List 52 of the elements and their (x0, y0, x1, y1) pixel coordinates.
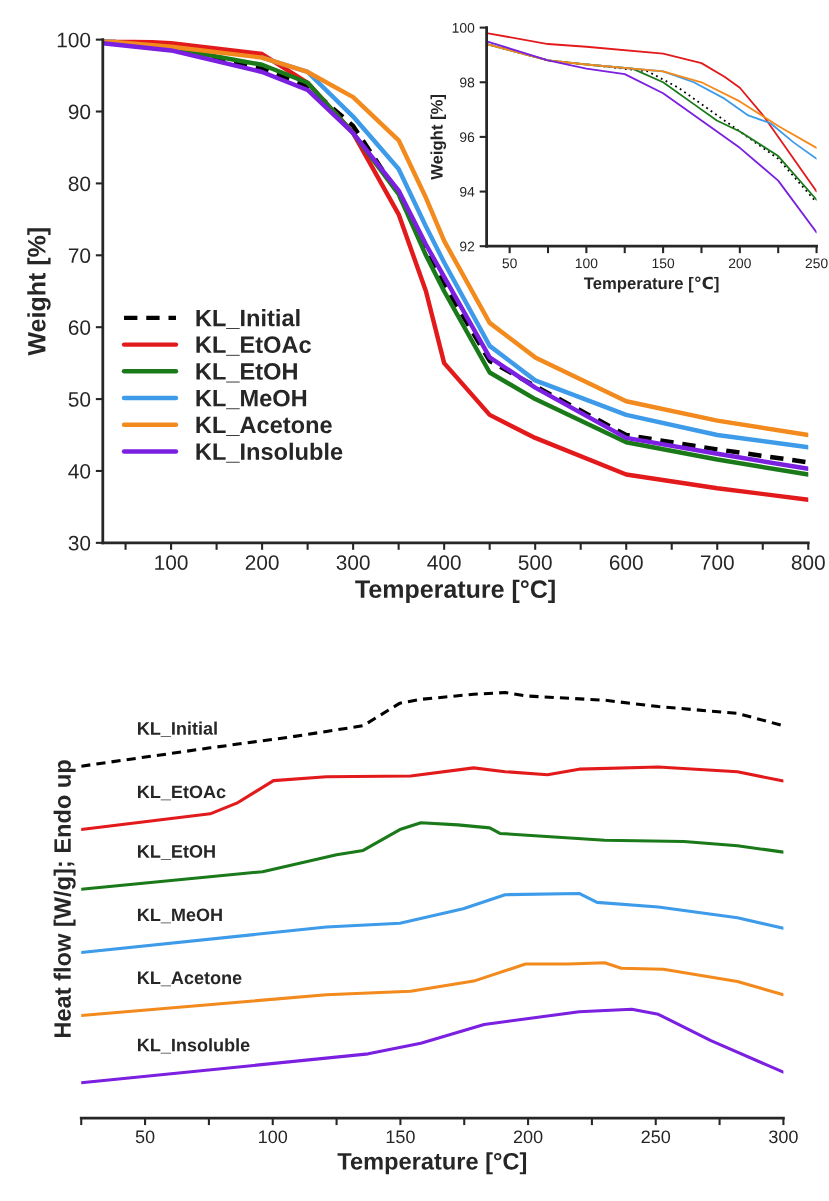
x-tick-label: 200 (513, 1130, 543, 1144)
x-tick-label: 250 (641, 1130, 671, 1144)
y-tick-label: 40 (68, 463, 91, 479)
x-tick-label: 50 (135, 1130, 155, 1144)
line-series (486, 43, 817, 149)
x-tick-label: 300 (336, 555, 370, 570)
x-axis-title: Temperature [℃] (583, 276, 719, 293)
line-series (486, 40, 817, 234)
x-tick-label: 600 (609, 555, 643, 570)
x-tick-label: 700 (700, 555, 734, 570)
series-label: KL_MeOH (138, 908, 222, 924)
y-tick-label: 100 (452, 22, 475, 33)
y-axis-title: Heat flow [W/g]; Endo up (53, 760, 76, 1038)
x-tick-label: 200 (245, 555, 279, 570)
series-label: KL_Acetone (138, 971, 242, 987)
y-tick-label: 98 (460, 77, 475, 88)
legend-label: KL_Acetone (196, 416, 332, 436)
y-tick-label: 70 (68, 248, 91, 264)
x-tick-label: 100 (259, 1130, 288, 1144)
x-axis-title: Temperature [°C] (355, 579, 555, 603)
y-axis-title: Weight [%] (430, 94, 447, 180)
x-tick-label: 100 (575, 258, 598, 269)
y-tick-label: 92 (460, 241, 475, 252)
series-label: KL_Insoluble (138, 1038, 250, 1054)
series-label: KL_EtOH (138, 845, 215, 860)
y-tick-label: 50 (68, 392, 91, 407)
x-tick-label: 400 (427, 555, 461, 570)
legend-label: KL_Insoluble (196, 442, 343, 463)
series-label: KL_Initial (138, 721, 217, 737)
y-tick-label: 90 (68, 104, 91, 120)
legend-label: KL_EtOAc (196, 336, 311, 356)
y-tick-label: 96 (460, 132, 475, 143)
x-tick-label: 50 (502, 258, 517, 269)
x-tick-label: 150 (386, 1130, 415, 1144)
x-tick-label: 250 (805, 258, 828, 269)
y-tick-label: 30 (68, 535, 91, 551)
x-tick-label: 150 (652, 258, 675, 269)
y-tick-label: 80 (68, 176, 91, 192)
y-tick-label: 100 (57, 32, 91, 48)
x-tick-label: 800 (791, 555, 825, 570)
y-tick-label: 60 (68, 320, 91, 335)
legend-label: KL_Initial (196, 309, 300, 330)
x-tick-label: 200 (728, 258, 751, 269)
x-tick-label: 500 (518, 555, 552, 570)
series-label: KL_EtOAc (138, 785, 226, 801)
y-axis-title: Weight [%] (27, 228, 51, 356)
x-tick-label: 300 (769, 1130, 798, 1144)
legend-label: KL_EtOH (196, 363, 297, 383)
x-tick-label: 100 (155, 555, 188, 570)
y-tick-label: 94 (460, 186, 475, 197)
legend-label: KL_MeOH (196, 389, 307, 410)
x-axis-title: Temperature [°C] (337, 1152, 527, 1175)
